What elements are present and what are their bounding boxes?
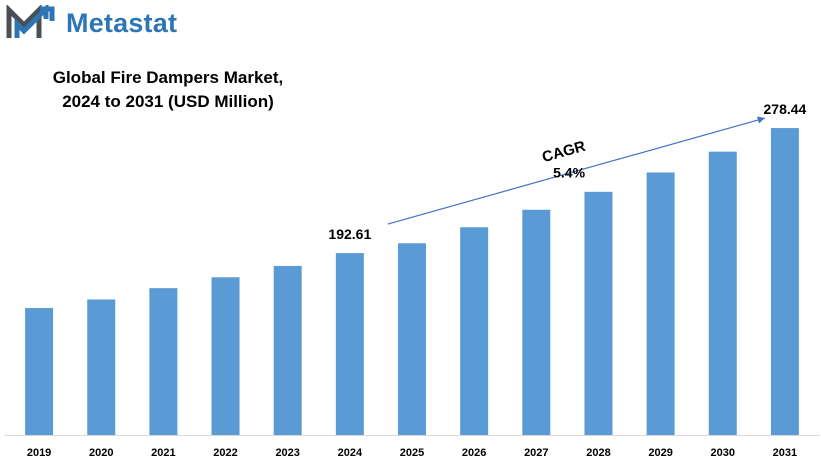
- x-tick-label-2022: 2022: [213, 447, 237, 459]
- x-tick-label-2027: 2027: [524, 447, 548, 459]
- bar-2023: [273, 265, 302, 435]
- bar-2028: [584, 191, 613, 435]
- cagr-arrow: [387, 116, 766, 225]
- bar-2021: [149, 288, 178, 435]
- chart-title-line-2: 2024 to 2031 (USD Million): [62, 92, 274, 111]
- metastat-m-logo-icon: [6, 5, 55, 38]
- x-tick-label-2030: 2030: [711, 447, 735, 459]
- brand-name: Metastat: [66, 7, 178, 38]
- x-tick-label-2029: 2029: [648, 447, 672, 459]
- bar-2024: [335, 253, 364, 435]
- bar-2027: [522, 209, 551, 435]
- bar-2030: [708, 151, 737, 435]
- bar-2020: [87, 299, 116, 435]
- x-tick-label-2026: 2026: [462, 447, 486, 459]
- x-tick-label-2020: 2020: [89, 447, 113, 459]
- bar-2031: [770, 128, 799, 436]
- data-label-2024: 192.61: [328, 226, 371, 242]
- x-tick-label-2021: 2021: [151, 447, 175, 459]
- bar-2026: [460, 227, 489, 435]
- bar-2019: [25, 307, 54, 435]
- bar-2022: [211, 277, 240, 435]
- data-label-2031: 278.44: [764, 101, 807, 117]
- chart-title: Global Fire Dampers Market, 2024 to 2031…: [18, 66, 318, 114]
- chart-title-line-1: Global Fire Dampers Market,: [52, 68, 284, 87]
- bar-2029: [646, 172, 675, 435]
- bar-2025: [398, 243, 426, 435]
- x-tick-label-2028: 2028: [586, 447, 610, 459]
- x-tick-label-2024: 2024: [338, 447, 363, 459]
- x-tick-label-2019: 2019: [27, 447, 51, 459]
- x-tick-label-2023: 2023: [275, 447, 299, 459]
- brand-logo: Metastat: [6, 4, 177, 42]
- x-tick-label-2031: 2031: [773, 447, 797, 459]
- x-tick-label-2025: 2025: [400, 447, 424, 459]
- cagr-label: CAGR: [540, 138, 587, 166]
- cagr-value: 5.4%: [553, 164, 585, 180]
